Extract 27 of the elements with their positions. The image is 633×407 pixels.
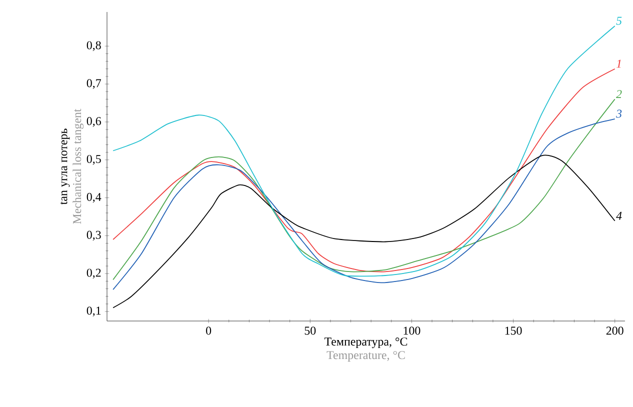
series-label: 1 [616, 60, 621, 68]
line-series [112, 154, 616, 308]
y-tick-label: 0,8 [86, 41, 101, 52]
line-series [112, 98, 616, 280]
x-tick-label: 50 [304, 326, 316, 335]
series-label: 3 [616, 110, 622, 118]
line-series [112, 118, 616, 290]
x-tick-label: 150 [505, 326, 522, 335]
y-tick-label: 0,5 [86, 154, 101, 165]
y-tick-label: 0,6 [86, 117, 101, 127]
x-tick-label: 100 [404, 326, 420, 335]
y-tick-label: 0,3 [86, 230, 101, 241]
series-label: 5 [616, 16, 622, 25]
series-label: 2 [616, 90, 622, 98]
y-tick-label: 0,2 [86, 268, 101, 279]
text: Temperature, °C [326, 351, 405, 362]
line-series [112, 68, 616, 272]
series-label: 4 [616, 212, 622, 220]
line-series [112, 26, 616, 277]
x-tick-label: 0 [206, 326, 212, 335]
x-tick-label: 200 [606, 326, 624, 335]
y-tick-label: 0,4 [86, 192, 102, 203]
y-tick-label: 0,1 [86, 306, 101, 316]
text: Mechanical loss tangent [72, 108, 84, 224]
y-tick-label: 0,7 [86, 79, 101, 89]
x-axis-title: Температура, °C [324, 338, 408, 348]
y-axis-title: tan угла потерь [60, 128, 70, 205]
